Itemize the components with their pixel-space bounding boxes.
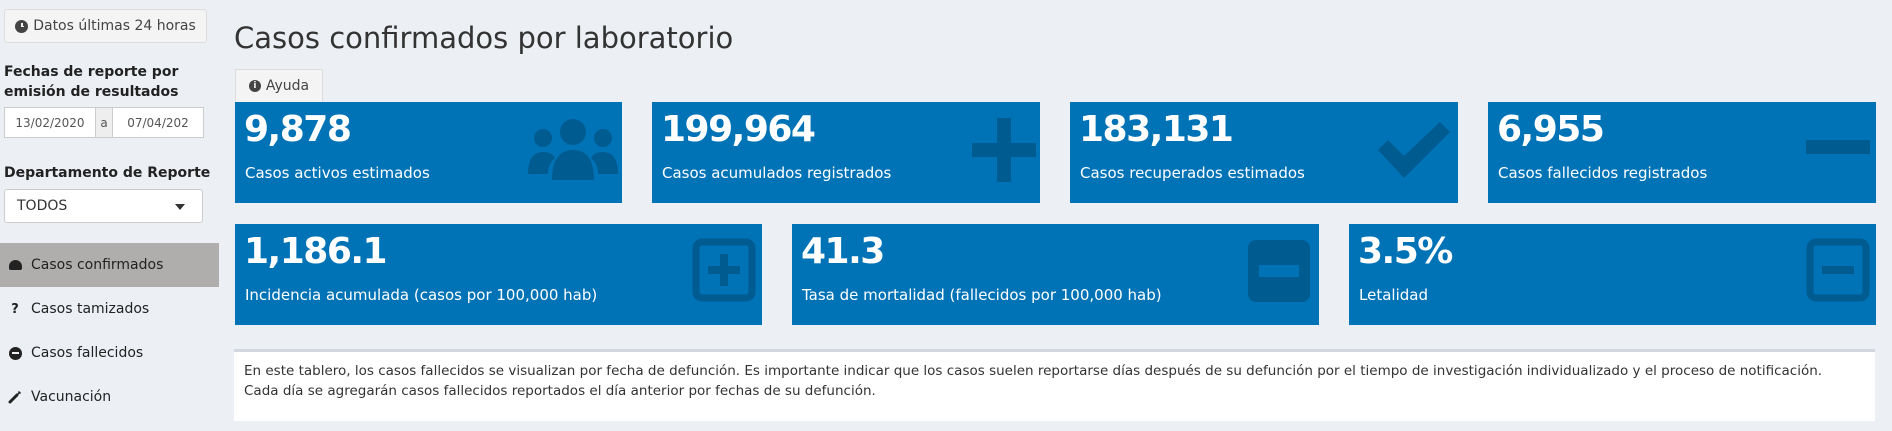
value-box-label: Casos activos estimados [245,164,430,182]
value-box-number: 183,131 [1079,109,1234,150]
help-tab[interactable]: i Ayuda [235,69,323,102]
minus-icon [1806,140,1870,154]
date-from-input[interactable] [5,108,95,137]
minus-circle-icon [8,346,22,360]
date-to-input[interactable] [113,108,203,137]
info-note-line-2: Cada día se agregarán casos fallecidos r… [244,383,876,399]
department-label: Departamento de Reporte [4,165,211,181]
value-box-number: 6,955 [1497,109,1605,150]
minus-square-outline-icon [1806,238,1870,302]
sidebar: Datos últimas 24 horas Fechas de reporte… [0,0,219,431]
department-selected-value: TODOS [17,198,68,214]
value-box-label: Tasa de mortalidad (fallecidos por 100,0… [802,286,1162,304]
caret-down-icon [175,204,185,210]
date-range-separator: a [95,108,113,137]
value-box-number: 41.3 [801,231,885,272]
page-title: Casos confirmados por laboratorio [234,21,734,55]
sidebar-item-casos-fallecidos[interactable]: Casos fallecidos [0,331,219,375]
sidebar-item-label: Vacunación [31,389,112,405]
clock-icon [15,19,29,33]
plus-square-icon [692,238,756,302]
sidebar-item-vacunacion[interactable]: Vacunación [0,375,219,419]
value-box-casos-fallecidos: 6,955 Casos fallecidos registrados [1488,102,1876,203]
value-box-label: Incidencia acumulada (casos por 100,000 … [245,286,598,304]
syringe-icon [8,390,22,404]
minus-square-filled-icon [1248,240,1310,302]
sidebar-item-label: Casos confirmados [31,257,164,273]
report-dates-label: Fechas de reporte por emisión de resulta… [4,64,179,100]
department-select[interactable]: TODOS [4,189,203,223]
value-box-number: 9,878 [244,109,352,150]
value-box-incidencia: 1,186.1 Incidencia acumulada (casos por … [235,224,762,325]
value-box-casos-activos: 9,878 Casos activos estimados [235,102,622,203]
value-box-casos-recuperados: 183,131 Casos recuperados estimados [1070,102,1458,203]
sidebar-item-casos-tamizados[interactable]: ? Casos tamizados [0,287,219,331]
check-icon [1378,122,1450,178]
users-icon [528,119,618,180]
value-box-label: Casos fallecidos registrados [1498,164,1708,182]
value-box-number: 199,964 [661,109,816,150]
info-note-line-1: En este tablero, los casos fallecidos se… [244,363,1823,379]
plus-icon [972,118,1036,182]
question-icon: ? [11,301,19,317]
value-box-number: 3.5% [1358,231,1453,272]
sidebar-item-label: Casos fallecidos [31,345,144,361]
info-note: En este tablero, los casos fallecidos se… [234,349,1875,421]
value-box-label: Casos recuperados estimados [1080,164,1305,182]
value-box-tasa-mortalidad: 41.3 Tasa de mortalidad (fallecidos por … [792,224,1319,325]
date-range: a [4,107,204,138]
value-box-casos-acumulados: 199,964 Casos acumulados registrados [652,102,1040,203]
value-box-label: Casos acumulados registrados [662,164,892,182]
recent-data-button[interactable]: Datos últimas 24 horas [4,9,207,43]
sidebar-menu: Casos confirmados ? Casos tamizados Caso… [0,243,219,419]
dashboard-icon [8,258,22,272]
help-tab-label: Ayuda [265,78,310,94]
value-box-number: 1,186.1 [244,231,388,272]
value-box-label: Letalidad [1359,286,1428,304]
sidebar-item-label: Casos tamizados [31,301,150,317]
info-icon: i [248,80,261,92]
sidebar-item-casos-confirmados[interactable]: Casos confirmados [0,243,219,287]
recent-data-label: Datos últimas 24 horas [33,18,196,34]
value-box-letalidad: 3.5% Letalidad [1349,224,1876,325]
